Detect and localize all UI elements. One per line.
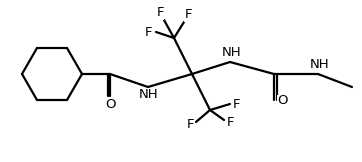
Text: NH: NH — [222, 46, 242, 59]
Text: O: O — [277, 94, 287, 108]
Text: F: F — [186, 117, 194, 131]
Text: F: F — [156, 6, 164, 19]
Text: F: F — [233, 98, 241, 110]
Text: NH: NH — [310, 58, 330, 71]
Text: O: O — [105, 98, 115, 110]
Text: NH: NH — [139, 88, 159, 102]
Text: F: F — [184, 8, 192, 22]
Text: F: F — [226, 116, 234, 128]
Text: F: F — [145, 25, 153, 39]
